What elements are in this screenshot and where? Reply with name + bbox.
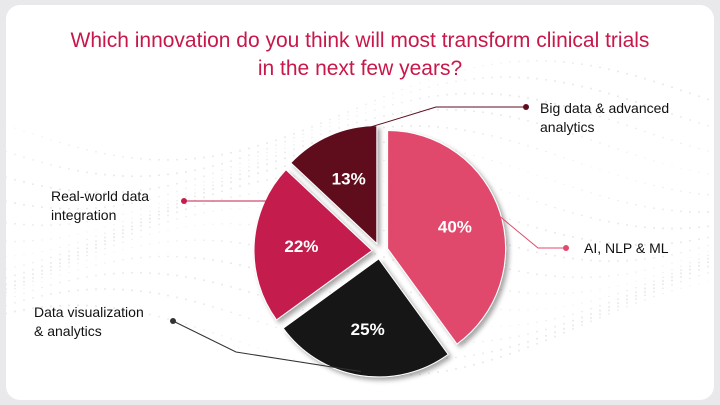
leader-dot-dv xyxy=(170,318,176,324)
slice-value-label-dv: 25% xyxy=(351,320,385,339)
leader-dot-rw xyxy=(181,198,187,204)
leader-line-ai xyxy=(495,212,566,249)
pie-chart: 40% AI, NLP & ML 25% Data visualization & an… xyxy=(34,100,669,378)
leader-dot-ai xyxy=(563,245,569,251)
category-label-dv: Data visualization & analytics xyxy=(34,304,144,339)
slice-value-label-bd: 13% xyxy=(332,170,366,189)
chart-card: Which innovation do you think will most … xyxy=(6,5,714,400)
leader-line-dv xyxy=(172,320,361,372)
leader-dot-bd xyxy=(523,104,529,110)
category-label-bd: Big data & advanced analytics xyxy=(540,100,669,135)
category-label-rw: Real-world data integration xyxy=(51,188,149,223)
category-label-ai: AI, NLP & ML xyxy=(584,240,669,256)
slice-value-label-rw: 22% xyxy=(284,237,318,256)
pie-slice-ai xyxy=(387,130,507,345)
pie-slice-dv xyxy=(282,258,449,378)
pie-slice-bd xyxy=(290,125,378,245)
chart-title: Which innovation do you think will most … xyxy=(6,27,714,83)
leader-line-rw xyxy=(184,200,272,244)
chart-title-line-2: in the next few years? xyxy=(257,57,463,80)
pie-slice-rw xyxy=(253,169,373,321)
slice-value-label-ai: 40% xyxy=(438,218,472,237)
leader-line-bd xyxy=(331,106,526,140)
chart-title-line-1: Which innovation do you think will most … xyxy=(70,29,650,52)
